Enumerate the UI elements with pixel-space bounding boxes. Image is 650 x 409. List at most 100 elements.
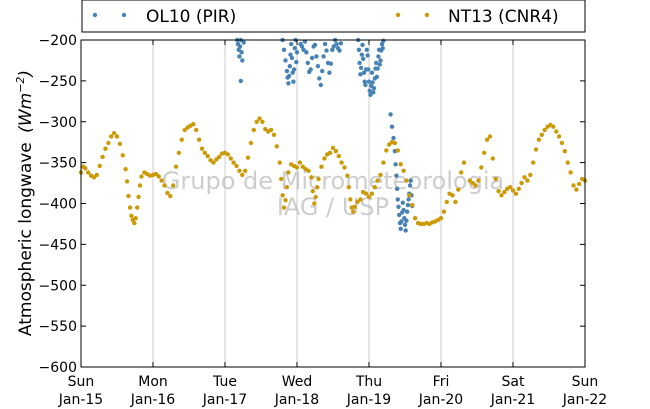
data-point xyxy=(328,61,333,66)
data-point xyxy=(453,199,458,205)
data-point xyxy=(346,185,351,190)
data-point xyxy=(473,183,478,188)
data-point xyxy=(308,67,313,72)
x-tick-label-day: Sun xyxy=(68,374,95,390)
x-tick-label-date: Jan-16 xyxy=(130,392,176,408)
data-point xyxy=(381,160,386,165)
data-point xyxy=(205,153,210,159)
data-point xyxy=(127,205,133,210)
watermark-line-1: Grupo de Micrometeorologia xyxy=(162,167,504,195)
data-point xyxy=(380,46,385,51)
data-point xyxy=(126,193,131,199)
data-point xyxy=(397,212,402,218)
y-tick-label: −400 xyxy=(39,197,77,213)
legend-box xyxy=(81,0,586,33)
data-point xyxy=(114,134,120,139)
data-point xyxy=(268,127,274,133)
data-point xyxy=(444,199,449,205)
data-point xyxy=(407,193,412,198)
data-point xyxy=(310,189,315,194)
data-point xyxy=(388,112,393,117)
x-tick-label-day: Wed xyxy=(282,374,313,390)
data-point xyxy=(410,202,415,208)
data-point xyxy=(277,160,282,165)
data-point xyxy=(507,185,513,190)
data-point xyxy=(279,176,284,182)
data-point xyxy=(237,54,242,59)
data-point xyxy=(137,183,143,188)
data-point xyxy=(358,65,364,71)
data-point xyxy=(405,202,411,208)
data-point xyxy=(565,160,570,165)
data-point xyxy=(356,47,362,52)
data-point xyxy=(490,156,495,161)
data-point xyxy=(312,201,317,206)
data-point xyxy=(361,56,366,61)
x-tick-label-date: Jan-22 xyxy=(562,392,607,408)
data-point xyxy=(284,185,290,190)
data-point xyxy=(399,219,404,224)
data-point xyxy=(271,132,277,137)
data-point xyxy=(179,137,184,142)
x-tick-label-day: Tue xyxy=(212,374,237,390)
data-point xyxy=(124,179,130,184)
data-point xyxy=(318,82,323,88)
legend-label-nt13: NT13 (CNR4) xyxy=(448,7,559,27)
data-point xyxy=(374,60,379,66)
data-point xyxy=(135,205,140,210)
data-point xyxy=(83,166,88,171)
data-point xyxy=(366,67,371,72)
data-point xyxy=(283,198,288,203)
data-point xyxy=(199,146,205,151)
data-point xyxy=(577,181,582,187)
data-point xyxy=(393,162,398,167)
data-point xyxy=(330,47,335,52)
data-point xyxy=(288,52,293,57)
data-point xyxy=(351,209,356,214)
data-point xyxy=(568,170,573,175)
data-point xyxy=(292,46,297,51)
data-point xyxy=(281,205,287,210)
data-point xyxy=(194,127,199,133)
data-point xyxy=(331,44,336,49)
data-point xyxy=(378,172,383,178)
data-point xyxy=(237,168,242,173)
data-point xyxy=(404,218,409,223)
data-point xyxy=(404,178,409,183)
data-point xyxy=(97,163,102,169)
data-point xyxy=(365,53,370,58)
data-point xyxy=(450,193,455,198)
data-point xyxy=(100,154,105,160)
data-point xyxy=(360,42,365,48)
data-point xyxy=(377,62,382,67)
y-tick-label: −450 xyxy=(39,237,77,253)
data-point xyxy=(289,55,295,61)
data-point xyxy=(321,54,326,59)
data-point xyxy=(556,134,562,139)
data-point xyxy=(248,140,254,146)
data-point xyxy=(542,127,547,133)
data-point xyxy=(106,140,111,146)
data-point xyxy=(554,129,559,134)
data-point xyxy=(574,187,579,192)
data-point xyxy=(274,144,279,149)
data-point xyxy=(245,155,251,160)
data-point xyxy=(313,194,318,200)
x-tick-label-day: Thu xyxy=(355,374,382,390)
data-point xyxy=(305,60,310,66)
y-axis-label: Atmospheric longwave (Wm−2) xyxy=(14,70,36,336)
data-point xyxy=(330,145,336,151)
data-point xyxy=(120,153,126,158)
data-point xyxy=(376,54,381,59)
legend-marker-ol10 xyxy=(121,12,127,18)
data-point xyxy=(322,156,327,161)
data-point xyxy=(371,86,377,91)
data-point xyxy=(337,48,342,53)
data-point xyxy=(263,126,268,132)
data-point xyxy=(133,216,138,221)
data-point xyxy=(536,137,542,142)
data-point xyxy=(394,173,399,178)
data-point xyxy=(352,204,357,209)
data-point xyxy=(324,48,329,53)
data-point xyxy=(378,58,383,63)
